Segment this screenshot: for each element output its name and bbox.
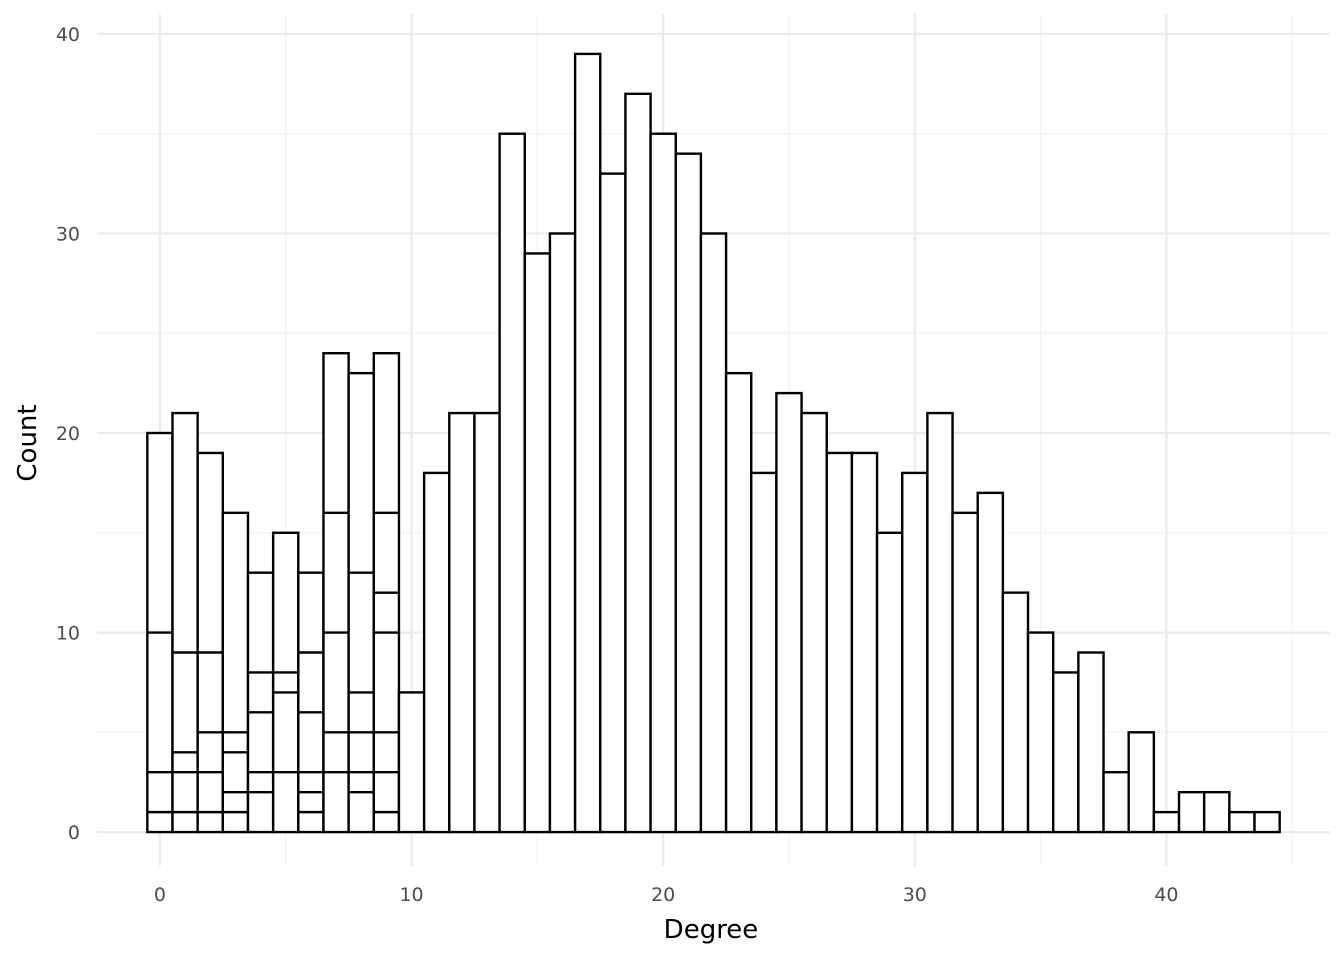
bar	[1127, 731, 1156, 834]
bar	[498, 132, 526, 834]
bar	[422, 471, 451, 834]
bar	[1077, 651, 1105, 834]
bar	[850, 451, 879, 834]
bar	[750, 471, 778, 834]
bar	[1102, 771, 1130, 834]
x-tick-label: 10	[399, 884, 423, 906]
bar	[1177, 790, 1206, 834]
bar	[397, 691, 426, 834]
bar	[599, 172, 627, 834]
bar	[775, 391, 803, 834]
bar	[875, 531, 904, 834]
x-axis-title: Degree	[664, 915, 759, 945]
bars	[146, 52, 1281, 834]
bar	[196, 451, 225, 834]
bar	[297, 571, 325, 834]
bar	[322, 352, 350, 834]
bar	[674, 152, 703, 834]
bar	[171, 411, 199, 834]
bar	[548, 232, 577, 834]
x-tick-label: 30	[903, 884, 927, 906]
y-tick-label: 0	[68, 822, 80, 844]
y-tick-label: 30	[56, 223, 80, 245]
bar	[1001, 591, 1030, 834]
bar	[1152, 810, 1181, 834]
bar	[473, 411, 501, 834]
bar	[699, 232, 728, 834]
y-tick-label: 40	[56, 24, 80, 46]
bar	[1052, 671, 1080, 834]
x-tick-label: 0	[154, 884, 166, 906]
bar	[800, 411, 828, 834]
y-tick-label: 10	[56, 623, 80, 645]
bar	[1228, 810, 1256, 834]
bar	[976, 491, 1005, 834]
bar	[951, 511, 979, 834]
bar	[649, 132, 677, 834]
bar	[926, 411, 954, 834]
x-axis-ticks: 0 10 20 30 40	[154, 884, 1179, 906]
bar	[246, 571, 275, 834]
bar	[901, 471, 929, 834]
bar	[448, 411, 476, 834]
y-tick-label: 20	[56, 423, 80, 445]
x-tick-label: 20	[651, 884, 675, 906]
y-axis-ticks: 0 10 20 30 40	[56, 24, 80, 844]
bar	[221, 511, 250, 834]
y-axis-title: Count	[13, 404, 43, 481]
bar	[624, 92, 652, 834]
bar	[825, 451, 854, 834]
x-tick-label: 40	[1154, 884, 1178, 906]
bar	[1202, 790, 1231, 834]
bar	[573, 52, 602, 834]
bar	[724, 371, 753, 834]
bar	[1253, 810, 1281, 834]
bar	[271, 531, 300, 834]
bar	[1026, 631, 1055, 834]
bar	[347, 371, 375, 834]
bar	[523, 252, 552, 834]
